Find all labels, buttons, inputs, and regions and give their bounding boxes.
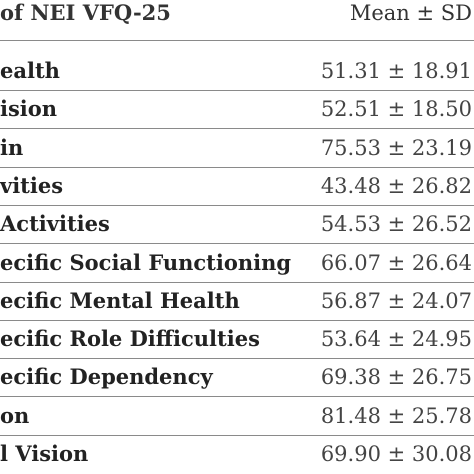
row-label: ision bbox=[0, 96, 58, 122]
header-label: of NEI VFQ-25 bbox=[0, 0, 171, 25]
row-rule bbox=[0, 396, 474, 398]
row-label: ecific Dependency bbox=[0, 364, 213, 390]
row-value: 69.90 ± 30.08 bbox=[320, 442, 472, 466]
row-label: vities bbox=[0, 172, 64, 198]
row-rule bbox=[0, 128, 474, 130]
row-rule bbox=[0, 90, 474, 91]
row-label: ecific Role Difficulties bbox=[0, 326, 260, 352]
row-label: l Vision bbox=[0, 441, 89, 466]
row-value: 54.53 ± 26.52 bbox=[320, 212, 472, 237]
row-label: ecific Mental Health bbox=[0, 287, 240, 313]
row-label: ecific Social Functioning bbox=[0, 249, 292, 275]
row-label: Activities bbox=[0, 211, 110, 237]
row-rule bbox=[0, 358, 474, 360]
row-rule bbox=[0, 319, 474, 321]
header-label: Mean ± SD bbox=[349, 1, 472, 25]
row-rule bbox=[0, 434, 474, 436]
row-value: 75.53 ± 23.19 bbox=[320, 135, 472, 160]
row-rule bbox=[0, 281, 474, 283]
row-label: ealth bbox=[0, 58, 60, 83]
row-value: 52.51 ± 18.50 bbox=[320, 97, 472, 122]
row-value: 66.07 ± 26.64 bbox=[320, 250, 472, 275]
row-value: 43.48 ± 26.82 bbox=[320, 173, 472, 198]
row-rule bbox=[0, 243, 474, 245]
row-value: 81.48 ± 25.78 bbox=[320, 403, 472, 428]
row-value: 51.31 ± 18.91 bbox=[320, 59, 472, 83]
row-value: 69.38 ± 26.75 bbox=[320, 365, 472, 390]
row-label: on bbox=[0, 402, 30, 428]
row-value: 53.64 ± 24.95 bbox=[320, 327, 472, 352]
row-rule bbox=[0, 166, 474, 168]
row-label: in bbox=[0, 134, 24, 160]
header-rule bbox=[0, 40, 474, 41]
row-value: 56.87 ± 24.07 bbox=[320, 288, 472, 313]
row-rule bbox=[0, 204, 474, 206]
